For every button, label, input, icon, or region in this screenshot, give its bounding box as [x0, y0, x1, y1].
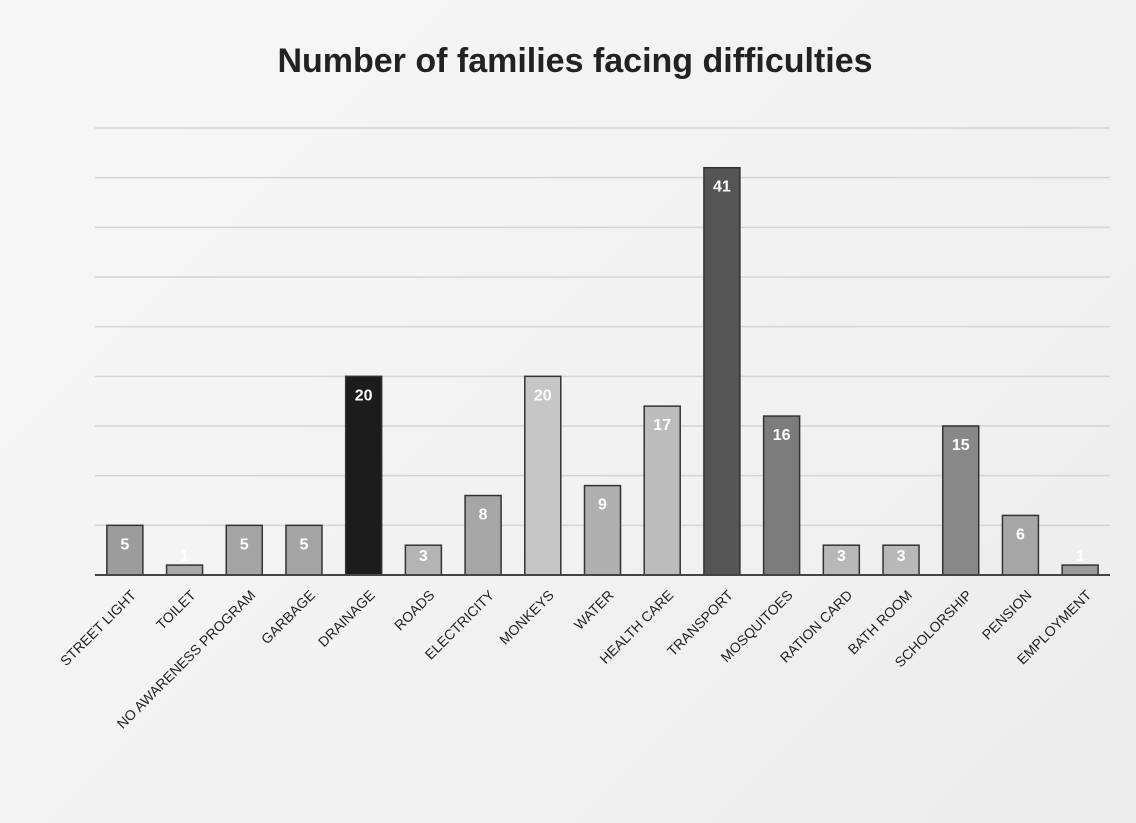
bar-drainage — [344, 375, 383, 576]
bar-value-label: 8 — [479, 507, 488, 524]
bar-toilet — [165, 564, 204, 576]
tick-label-monkeys: MONKEYS — [496, 587, 557, 648]
bar-value-label: 15 — [952, 437, 970, 454]
bar-value-label: 9 — [598, 497, 607, 514]
bar-transport — [703, 166, 741, 576]
bars — [106, 166, 1099, 576]
tick-label-roads: ROADS — [391, 587, 438, 634]
bar-ration-card — [822, 544, 861, 576]
chart-title: Number of families facing difficulties — [277, 42, 872, 80]
bar-value-label: 41 — [713, 179, 731, 196]
tick-label-street-light: STREET LIGHT — [57, 586, 139, 668]
bar-mosquitoes — [762, 415, 801, 576]
bar-monkeys — [524, 375, 562, 576]
bar-value-label: 3 — [837, 548, 846, 565]
bar-value-label: 5 — [120, 536, 129, 553]
bar-value-label: 1 — [1076, 548, 1085, 565]
bar-value-label: 6 — [1016, 526, 1025, 543]
tick-label-drainage: DRAINAGE — [315, 587, 378, 650]
bar-employment — [1061, 564, 1099, 576]
tick-label-pension: PENSION — [979, 587, 1035, 643]
bar-value-label: 5 — [240, 536, 249, 553]
tick-label-garbage: GARBAGE — [258, 587, 318, 647]
bar-street-light — [106, 524, 144, 576]
bar-pension — [1001, 514, 1040, 576]
bar-value-label: 3 — [419, 548, 428, 565]
bar-value-label: 20 — [355, 387, 373, 404]
bar-value-label: 17 — [653, 417, 671, 434]
bar-value-label: 5 — [300, 536, 309, 553]
bar-health-care — [643, 405, 681, 576]
tick-label-water: WATER — [571, 587, 617, 633]
gridlines — [95, 127, 1110, 527]
bar-value-label: 1 — [180, 548, 189, 565]
bar-scholorship — [941, 425, 980, 576]
bar-value-label: 3 — [897, 548, 906, 565]
tick-label-toilet: TOILET — [153, 586, 199, 632]
bar-value-label: 16 — [773, 427, 791, 444]
bar-value-label: 20 — [534, 387, 552, 404]
